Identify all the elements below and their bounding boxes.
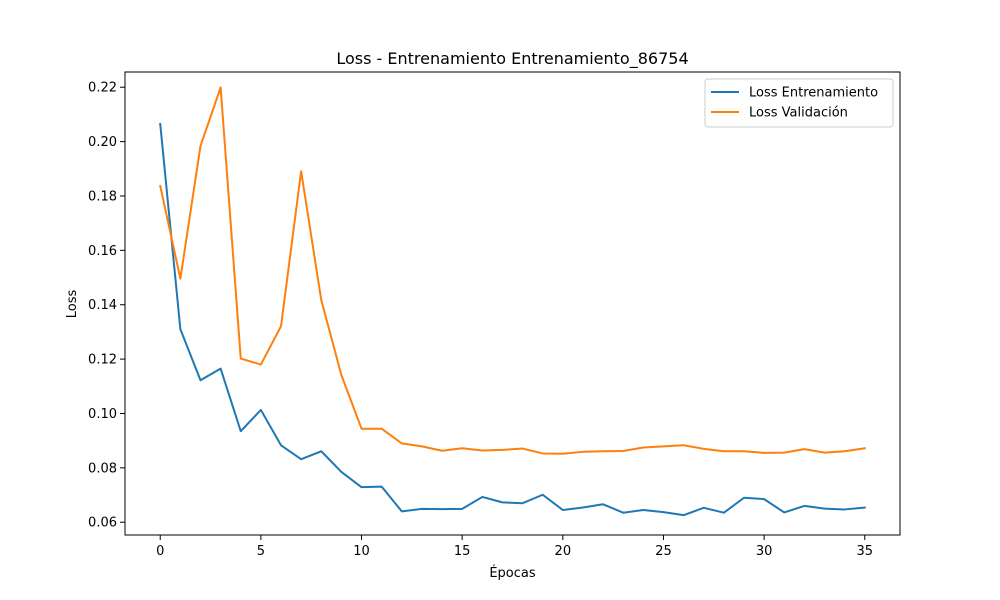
- series-line-0: [159, 122, 866, 517]
- x-tick-label: 0: [156, 544, 164, 559]
- y-tick-label: 0.22: [88, 81, 117, 96]
- y-tick-label: 0.20: [88, 135, 117, 150]
- y-tick-label: 0.14: [88, 298, 117, 313]
- x-tick-label: 5: [257, 544, 265, 559]
- series-lines: [159, 86, 866, 517]
- y-tick-label: 0.18: [88, 189, 117, 204]
- legend-box: [704, 78, 894, 128]
- y-tick-label: 0.12: [88, 353, 117, 368]
- x-tick-label: 15: [454, 544, 471, 559]
- x-tick-label: 30: [756, 544, 773, 559]
- y-tick-label: 0.10: [88, 407, 117, 422]
- y-tick-label: 0.06: [88, 516, 117, 531]
- legend-label-1: Loss Validación: [749, 106, 848, 121]
- x-tick-label: 20: [555, 544, 572, 559]
- axes-frame: [124, 71, 901, 536]
- x-tick-label: 10: [353, 544, 370, 559]
- x-axis-label: Épocas: [489, 565, 536, 581]
- y-axis-ticks: 0.06 0.08 0.10 0.12 0.14 0.16 0.18 0.20 0.22: [88, 81, 125, 531]
- series-line-1: [159, 86, 866, 455]
- chart-title: Loss - Entrenamiento Entrenamiento_86754: [336, 49, 688, 69]
- legend: Loss Entrenamiento Loss Validación: [704, 78, 894, 128]
- x-axis-ticks: 0 5 10 15 20 25 30 35: [156, 535, 873, 559]
- y-tick-label: 0.16: [88, 244, 117, 259]
- x-tick-label: 35: [856, 544, 873, 559]
- y-tick-label: 0.08: [88, 461, 117, 476]
- x-tick-label: 25: [655, 544, 672, 559]
- legend-label-0: Loss Entrenamiento: [749, 86, 878, 101]
- plot-area: [124, 71, 901, 536]
- y-axis-label: Loss: [65, 290, 80, 319]
